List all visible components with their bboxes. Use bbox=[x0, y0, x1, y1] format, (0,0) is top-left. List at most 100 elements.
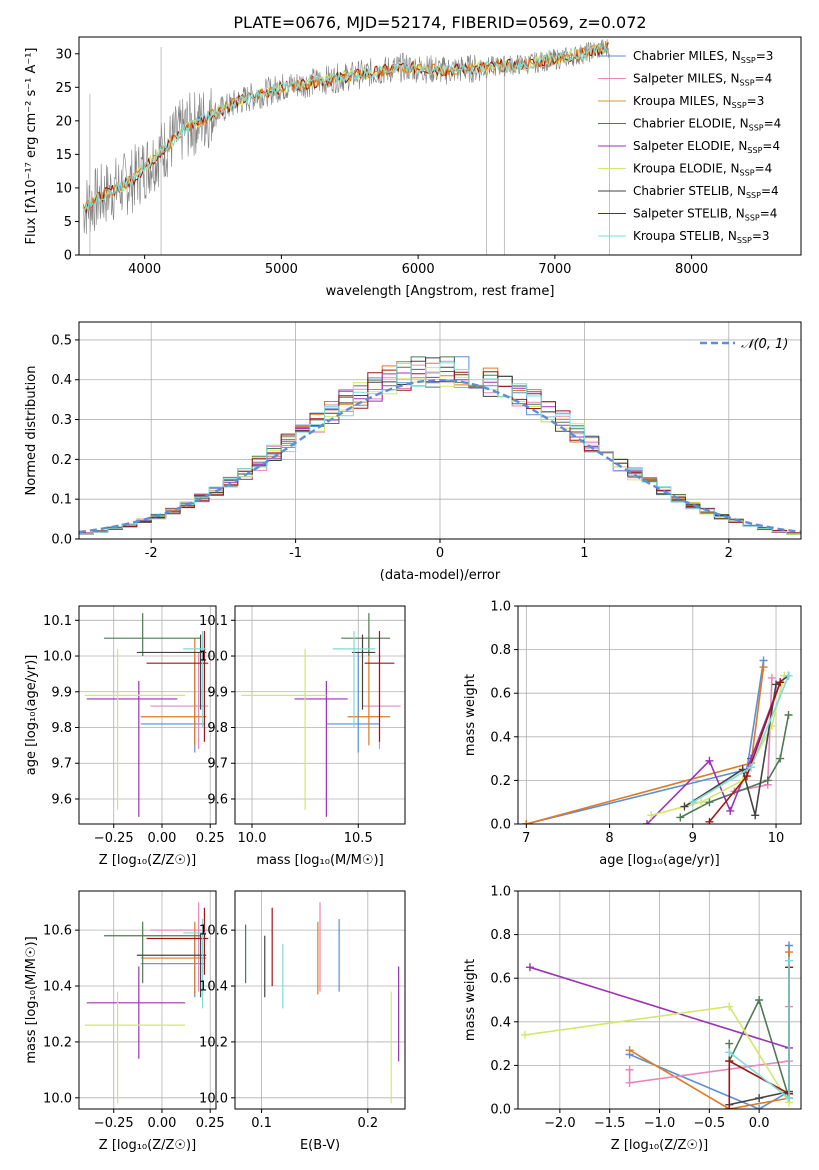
x-tick-label: −2.0 bbox=[544, 1116, 576, 1131]
x-tick-label: −0.25 bbox=[94, 831, 134, 846]
weight-marker-salpeter_miles bbox=[767, 673, 776, 682]
x-tick-label: 4000 bbox=[128, 262, 161, 277]
figure-title: PLATE=0676, MJD=52174, FIBERID=0569, z=0… bbox=[233, 13, 646, 32]
y-tick-label: 0.8 bbox=[490, 643, 511, 658]
x-tick-label: 7000 bbox=[538, 262, 571, 277]
y-tick-label: 10.0 bbox=[199, 650, 228, 665]
x-tick-label: 0 bbox=[436, 546, 444, 561]
weight-marker-chabrier_stelib bbox=[680, 802, 689, 811]
legend-label: Salpeter ELODIE, NSSP=4 bbox=[633, 139, 780, 155]
y-tick-label: 30 bbox=[55, 47, 72, 62]
x-tick-label: 0.00 bbox=[147, 1116, 176, 1131]
y-tick-label: 0.1 bbox=[51, 493, 72, 508]
y-tick-label: 10.1 bbox=[43, 614, 72, 629]
weight-marker-kroupa_elodie bbox=[647, 811, 656, 820]
y-tick-label: 9.7 bbox=[207, 757, 228, 772]
weight-marker-kroupa_miles bbox=[522, 820, 531, 824]
y-axis-label: mass weight bbox=[463, 959, 478, 1041]
y-tick-label: 0.6 bbox=[490, 687, 511, 702]
weight-marker-chabrier_elodie bbox=[705, 798, 714, 807]
y-tick-label: 9.6 bbox=[207, 792, 228, 807]
axes-frame bbox=[234, 605, 406, 825]
plot-area bbox=[241, 613, 401, 817]
plot-area bbox=[522, 656, 793, 824]
x-tick-label: 0.1 bbox=[251, 1116, 272, 1131]
model-line-kroupa_miles bbox=[82, 42, 609, 211]
y-axis-label: Normed distribution bbox=[24, 366, 39, 496]
y-tick-label: 0.3 bbox=[51, 413, 72, 428]
y-tick-label: 10.0 bbox=[43, 650, 72, 665]
y-tick-label: 1.0 bbox=[490, 885, 511, 900]
x-tick-label: 10.0 bbox=[238, 831, 267, 846]
plot-area bbox=[84, 902, 209, 1104]
x-tick-label: −0.25 bbox=[94, 1116, 134, 1131]
weight-marker-chabrier_elodie bbox=[755, 996, 764, 1004]
y-tick-label: 0.4 bbox=[490, 1015, 511, 1030]
y-tick-label: 0.2 bbox=[490, 1059, 511, 1074]
panel-spectrum: Chabrier MILES, NSSP=3 Salpeter MILES, NS… bbox=[24, 36, 802, 299]
axes-frame bbox=[234, 890, 406, 1110]
panel-weight-vs-age: 7 8 9 10 0.0 0.2 0.4 0.6 0.8 1.0 age [log₁₀(age/yr… bbox=[463, 600, 802, 868]
x-axis-label: mass [log₁₀(M/M☉)] bbox=[256, 853, 383, 868]
x-tick-label: 1 bbox=[580, 546, 588, 561]
weight-marker-kroupa_stelib bbox=[785, 1094, 794, 1103]
x-axis-label: Z [log₁₀(Z/Z☉)] bbox=[99, 1138, 196, 1153]
x-tick-label: 0.00 bbox=[147, 831, 176, 846]
x-tick-label: −1.0 bbox=[644, 1116, 676, 1131]
weight-marker-salpeter_stelib bbox=[742, 772, 751, 781]
weight-marker-kroupa_stelib bbox=[747, 763, 756, 772]
y-tick-label: 10.1 bbox=[199, 614, 228, 629]
weight-marker-kroupa_elodie bbox=[725, 1002, 734, 1011]
weight-marker-chabrier_stelib bbox=[751, 811, 760, 820]
axes-frame bbox=[78, 605, 217, 825]
panel-mass-vs-ebv: 0.1 0.2 10.0 10.2 10.4 10.6 E(B-V) bbox=[199, 890, 406, 1153]
y-tick-label: 10.0 bbox=[199, 1091, 228, 1106]
legend: 𝒩(0, 1) bbox=[700, 337, 788, 352]
axes-frame bbox=[78, 890, 217, 1110]
panel-mass-vs-Z: −0.25 0.00 0.25 10.0 10.2 10.4 10.6 Z [log₁₀(Z/… bbox=[24, 890, 225, 1153]
normal-curve bbox=[79, 378, 801, 534]
y-axis-label: mass weight bbox=[463, 674, 478, 756]
y-tick-label: 0 bbox=[64, 249, 72, 264]
x-axis-label: (data-model)/error bbox=[380, 568, 501, 583]
plot-area bbox=[520, 941, 794, 1109]
y-tick-label: 10.2 bbox=[199, 1035, 228, 1050]
y-tick-label: 9.8 bbox=[51, 721, 72, 736]
weight-marker-kroupa_miles bbox=[759, 663, 768, 672]
weight-marker-salpeter_stelib bbox=[725, 1057, 734, 1066]
panel-age-vs-mass: 10.0 10.5 9.6 9.7 9.8 9.9 10.0 10.1 mass [log₁₀(… bbox=[199, 605, 406, 868]
x-tick-label: 8 bbox=[605, 831, 613, 846]
weight-marker-kroupa_stelib bbox=[688, 798, 697, 807]
weight-marker-chabrier_elodie bbox=[776, 754, 785, 763]
y-tick-label: 5 bbox=[64, 215, 72, 230]
y-tick-label: 0.8 bbox=[490, 928, 511, 943]
x-axis-label: Z [log₁₀(Z/Z☉)] bbox=[99, 853, 196, 868]
plot-area bbox=[245, 902, 400, 1104]
x-tick-label: 0.25 bbox=[196, 831, 225, 846]
x-tick-label: 0.0 bbox=[749, 1116, 770, 1131]
weight-marker-chabrier_elodie bbox=[676, 813, 685, 822]
x-tick-label: -1 bbox=[289, 546, 302, 561]
weight-marker-salpeter_elodie bbox=[705, 756, 714, 765]
x-tick-label: −0.5 bbox=[694, 1116, 726, 1131]
weight-marker-kroupa_stelib bbox=[725, 1048, 734, 1057]
weight-marker-kroupa_miles bbox=[785, 948, 794, 957]
weight-marker-salpeter_elodie bbox=[726, 806, 735, 815]
x-tick-label: 9 bbox=[689, 831, 697, 846]
y-tick-label: 10 bbox=[55, 181, 72, 196]
weight-marker-salpeter_miles bbox=[625, 1065, 634, 1074]
weight-marker-kroupa_stelib bbox=[784, 671, 793, 680]
weight-marker-chabrier_elodie bbox=[763, 776, 772, 785]
x-tick-label: 0.25 bbox=[196, 1116, 225, 1131]
x-tick-label: 6000 bbox=[402, 262, 435, 277]
x-axis-label: Z [log₁₀(Z/Z☉)] bbox=[611, 1138, 708, 1153]
y-tick-label: 20 bbox=[55, 114, 72, 129]
legend-label: Kroupa ELODIE, NSSP=4 bbox=[633, 162, 772, 178]
panel-residuals: 𝒩(0, 1) -2 -1 0 1 2 0.0 0.1 0.2 0.3 0.4 0.5 (data-mo… bbox=[24, 321, 802, 583]
legend-label: Salpeter STELIB, NSSP=4 bbox=[633, 207, 777, 223]
weight-marker-salpeter_elodie bbox=[525, 963, 534, 972]
y-tick-label: 9.8 bbox=[207, 721, 228, 736]
legend-label: Salpeter MILES, NSSP=4 bbox=[633, 72, 772, 88]
legend-label: 𝒩(0, 1) bbox=[741, 337, 788, 352]
y-axis-label: mass [log₁₀(M/M☉)] bbox=[24, 936, 39, 1063]
